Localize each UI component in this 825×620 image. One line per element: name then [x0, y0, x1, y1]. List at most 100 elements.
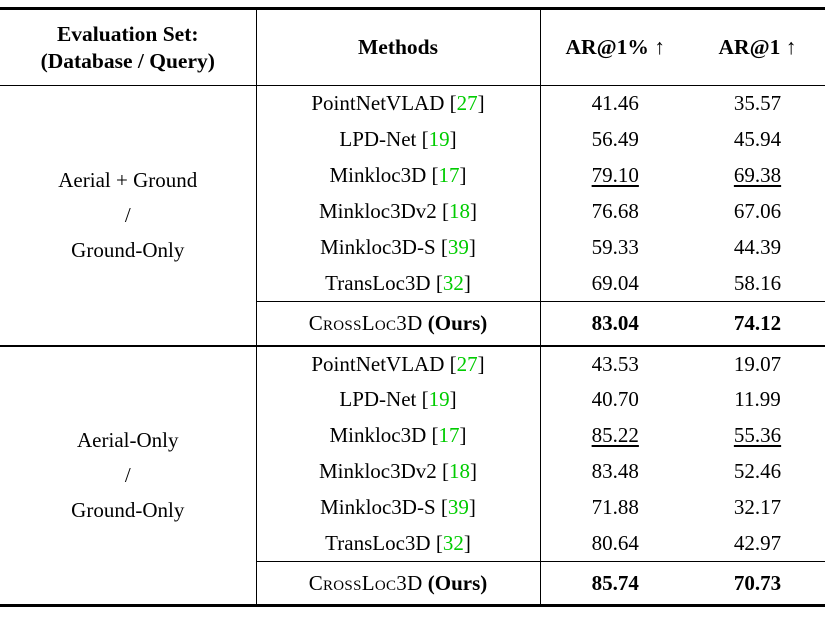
ar1-value: 42.97 [733, 530, 782, 555]
citation-bracket-open: [ [421, 387, 429, 411]
citation-bracket-open: [ [449, 91, 457, 116]
eval-set-line: Aerial-Only [77, 427, 179, 452]
ar1pct-value: 79.10 [591, 163, 639, 187]
citation-bracket-close: ] [449, 387, 457, 411]
table-row: Aerial + Ground / Ground-Only PointNetVL… [0, 85, 825, 346]
header-ar1: AR@1 ↑ [690, 8, 825, 86]
citation-number: 32 [442, 270, 464, 295]
ours-row: CrossLoc3D (Ours) 83.04 74.12 [0, 301, 825, 346]
ours-suffix: (Ours) [427, 310, 488, 335]
table-row: Minkloc3D-S [39] 59.33 44.39 [0, 229, 825, 266]
citation-bracket-close: ] [463, 270, 471, 295]
method-name: PointNetVLAD [311, 91, 445, 116]
ar1pct-value: 59.33 [591, 235, 639, 259]
citation-link[interactable]: [19] [422, 387, 457, 411]
ar1-value: 45.94 [733, 127, 782, 151]
citation-number: 17 [438, 423, 460, 447]
citation-bracket-open: [ [442, 199, 450, 223]
citation-link[interactable]: [18] [442, 199, 477, 223]
eval-set-line: / [124, 462, 131, 487]
citation-link[interactable]: [27] [450, 91, 485, 115]
citation-number: 39 [447, 235, 469, 259]
ar1-value: 74.12 [690, 301, 825, 346]
table-row: LPD-Net [19] 56.49 45.94 [0, 121, 825, 158]
table-row: Minkloc3D [17] 85.22 55.36 [0, 417, 825, 454]
citation-bracket-open: [ [442, 459, 450, 483]
citation-bracket-close: ] [459, 163, 467, 187]
ar1pct-value: 80.64 [591, 530, 639, 555]
table-row: TransLoc3D [32] 69.04 58.16 [0, 265, 825, 302]
header-eval-set-line2: (Database / Query) [40, 48, 215, 73]
citation-number: 19 [428, 387, 450, 411]
table-row: Aerial-Only / Ground-Only PointNetVLAD [… [0, 344, 825, 606]
citation-bracket-close: ] [449, 127, 457, 151]
citation-bracket-close: ] [463, 530, 471, 555]
header-methods: Methods [256, 8, 541, 86]
ar1pct-value: 83.04 [540, 301, 690, 346]
method-cell: Minkloc3D [17] [256, 417, 541, 454]
ar1-value: 70.73 [690, 561, 825, 606]
eval-set-line: Aerial + Ground [58, 167, 198, 192]
ar1-value: 67.06 [733, 199, 782, 223]
citation-link[interactable]: [27] [450, 352, 485, 376]
ar1-value: 69.38 [733, 163, 782, 187]
method-name: LPD-Net [339, 387, 417, 411]
ar1pct-value: 41.46 [591, 91, 639, 116]
citation-number: 18 [449, 459, 471, 483]
ar1pct-value: 40.70 [591, 387, 639, 411]
citation-bracket-close: ] [470, 199, 478, 223]
method-name: Minkloc3D-S [320, 235, 436, 259]
citation-link[interactable]: [18] [442, 459, 477, 483]
ar1pct-value: 83.48 [591, 459, 639, 483]
header-eval-set-line1: Evaluation Set: [56, 21, 199, 46]
ar1pct-value: 76.68 [591, 199, 639, 223]
method-cell: TransLoc3D [32] [256, 525, 541, 562]
header-ar1pct: AR@1% ↑ [540, 8, 690, 86]
citation-link[interactable]: [17] [432, 423, 467, 447]
citation-bracket-open: [ [431, 163, 439, 187]
method-name: Minkloc3D-S [320, 495, 436, 519]
ar1pct-value: 56.49 [591, 127, 639, 151]
citation-bracket-open: [ [431, 423, 439, 447]
header-eval-set: Evaluation Set: (Database / Query) [0, 8, 257, 86]
citation-bracket-open: [ [435, 270, 443, 295]
citation-bracket-open: [ [440, 495, 448, 519]
citation-number: 27 [456, 351, 478, 376]
table-row: LPD-Net [19] 40.70 11.99 [0, 381, 825, 418]
method-cell: PointNetVLAD [27] [256, 344, 541, 382]
method-cell: Minkloc3D [17] [256, 157, 541, 194]
citation-bracket-open: [ [449, 351, 457, 376]
ours-method-name: CrossLoc3D [308, 570, 423, 595]
ours-method-cell: CrossLoc3D (Ours) [256, 561, 541, 606]
citation-link[interactable]: [39] [441, 495, 476, 519]
method-cell: TransLoc3D [32] [256, 265, 541, 302]
ar1-value: 11.99 [734, 387, 781, 411]
ar1-value: 55.36 [733, 423, 782, 447]
citation-number: 17 [438, 163, 460, 187]
eval-set-label: Aerial-Only / Ground-Only [0, 344, 257, 606]
citation-link[interactable]: [32] [436, 271, 471, 295]
citation-bracket-close: ] [459, 423, 467, 447]
citation-link[interactable]: [19] [422, 127, 457, 151]
citation-bracket-close: ] [470, 459, 478, 483]
citation-bracket-open: [ [440, 235, 448, 259]
citation-link[interactable]: [32] [436, 531, 471, 555]
eval-set-line: Ground-Only [71, 497, 185, 522]
method-cell: LPD-Net [19] [256, 381, 541, 418]
ar1pct-value: 71.88 [591, 495, 639, 519]
ar1pct-value: 69.04 [591, 270, 639, 295]
ar1-value: 35.57 [733, 91, 782, 116]
citation-bracket-open: [ [421, 127, 429, 151]
header-row: Evaluation Set: (Database / Query) Metho… [0, 8, 825, 86]
method-name: PointNetVLAD [311, 351, 445, 376]
citation-link[interactable]: [17] [432, 163, 467, 187]
method-name: TransLoc3D [325, 270, 431, 295]
ar1-value: 32.17 [733, 495, 782, 519]
citation-bracket-close: ] [468, 495, 476, 519]
ar1-value: 19.07 [690, 344, 825, 382]
citation-link[interactable]: [39] [441, 235, 476, 259]
citation-number: 39 [447, 495, 469, 519]
citation-bracket-close: ] [477, 91, 485, 116]
method-cell: Minkloc3Dv2 [18] [256, 453, 541, 490]
citation-bracket-close: ] [468, 235, 476, 259]
